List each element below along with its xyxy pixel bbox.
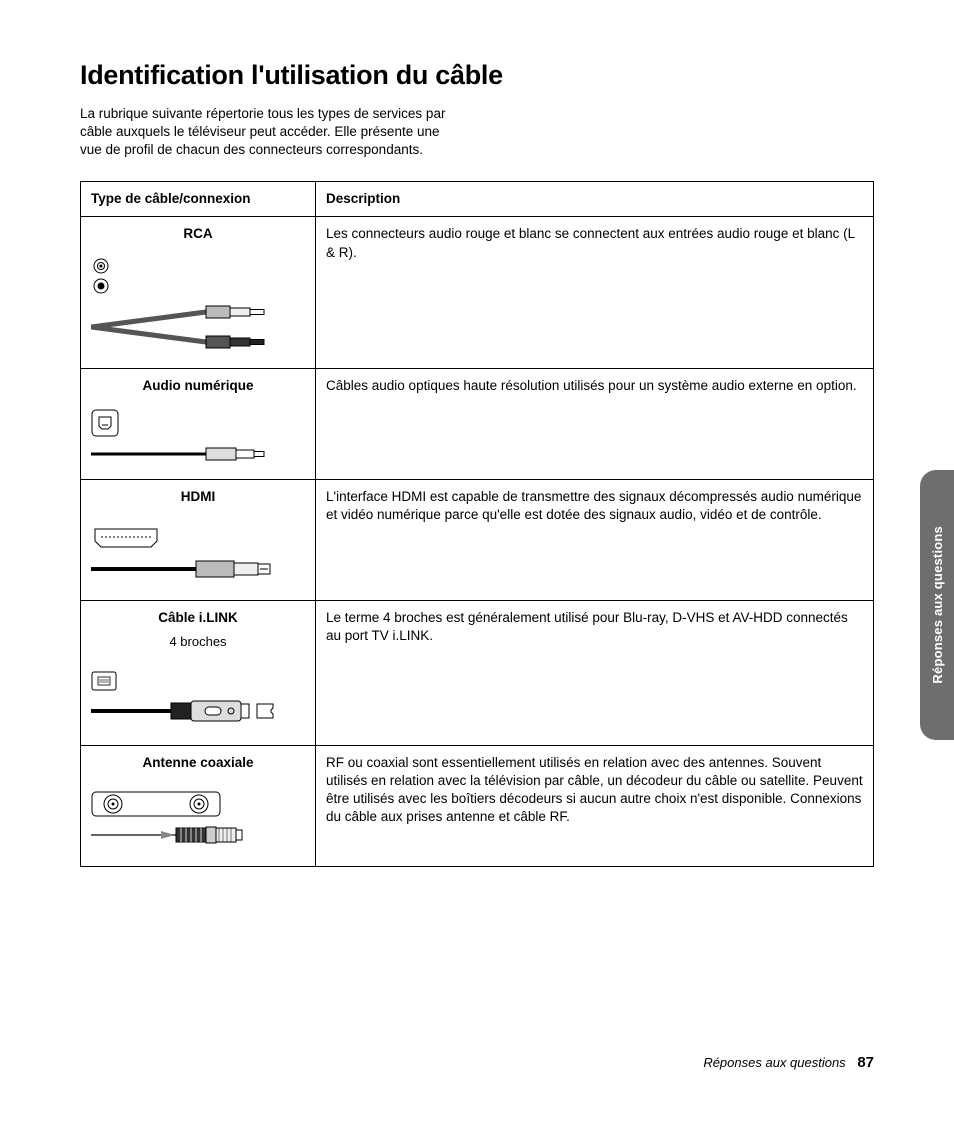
page-title: Identification l'utilisation du câble (80, 60, 874, 91)
table-row: Audio numérique (81, 368, 874, 479)
cable-sublabel: 4 broches (91, 633, 305, 651)
table-header-desc: Description (316, 182, 874, 217)
cable-description: L'interface HDMI est capable de transmet… (316, 479, 874, 600)
cable-label: Audio numérique (91, 377, 305, 395)
ilink-icon (91, 657, 305, 737)
hdmi-icon (91, 512, 305, 592)
optical-icon (91, 401, 305, 471)
cable-label: Antenne coaxiale (91, 754, 305, 772)
cable-label: Câble i.LINK (91, 609, 305, 627)
table-row: HDMI (81, 479, 874, 600)
cable-description: RF ou coaxial sont essentiellement utili… (316, 745, 874, 866)
cable-description: Câbles audio optiques haute résolution u… (316, 368, 874, 479)
cable-description: Les connecteurs audio rouge et blanc se … (316, 217, 874, 368)
rca-icon (91, 250, 305, 360)
section-tab-label: Réponses aux questions (930, 526, 945, 684)
page-number: 87 (857, 1054, 874, 1071)
intro-paragraph: La rubrique suivante répertorie tous les… (80, 105, 460, 160)
cable-label: HDMI (91, 488, 305, 506)
cable-label: RCA (91, 225, 305, 243)
page-footer: Réponses aux questions 87 (703, 1054, 874, 1071)
table-row: Câble i.LINK 4 broches (81, 601, 874, 746)
table-row: RCA (81, 217, 874, 368)
cable-table: Type de câble/connexion Description RCA (80, 181, 874, 867)
section-tab: Réponses aux questions (920, 470, 954, 740)
table-header-type: Type de câble/connexion (81, 182, 316, 217)
cable-description: Le terme 4 broches est généralement util… (316, 601, 874, 746)
coax-icon (91, 778, 305, 858)
footer-section: Réponses aux questions (703, 1055, 845, 1070)
table-row: Antenne coaxiale (81, 745, 874, 866)
